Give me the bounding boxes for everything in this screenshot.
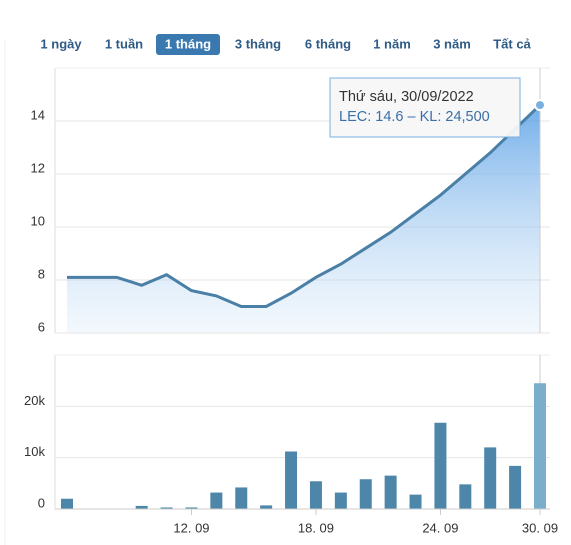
y-tick-label: 6 xyxy=(38,319,45,334)
volume-bar xyxy=(61,498,73,509)
volume-bar xyxy=(434,422,447,509)
x-tick-label: 18. 09 xyxy=(298,520,334,535)
y-tick-label: 8 xyxy=(38,266,45,281)
x-tick-label: 24. 09 xyxy=(422,520,458,535)
tooltip-box xyxy=(329,77,521,138)
volume-bar xyxy=(509,465,522,509)
range-button[interactable]: 1 ngày xyxy=(40,36,82,51)
range-button[interactable]: 6 tháng xyxy=(305,36,351,51)
volume-bar xyxy=(285,451,298,509)
volume-bar xyxy=(260,505,273,509)
volume-bar xyxy=(160,507,173,509)
y-tick-label: 10k xyxy=(24,444,45,459)
y-tick-label: 14 xyxy=(31,107,45,122)
volume-bar xyxy=(235,487,248,509)
active-button-bg xyxy=(156,34,220,55)
volume-bar xyxy=(484,447,497,509)
price-line xyxy=(67,104,542,308)
volume-bar xyxy=(309,481,322,509)
y-tick-label: 20k xyxy=(24,393,45,408)
volume-bar xyxy=(334,492,347,509)
x-tick-label: 30. 09 xyxy=(522,520,558,535)
range-button[interactable]: 3 tháng xyxy=(235,36,281,51)
volume-bar xyxy=(210,492,223,509)
volume-bar xyxy=(185,507,198,509)
volume-bar xyxy=(384,475,397,509)
charts: 6 8 10 12 14 Thứ sáu, 30/09/2022 LEC: 14.6 – K… xyxy=(24,67,558,535)
range-button[interactable]: Tất cả xyxy=(493,36,531,51)
volume-bar xyxy=(409,494,422,509)
tooltip-text: LEC: 14.6 – KL: 24,500 xyxy=(339,109,490,125)
range-button[interactable]: 1 năm xyxy=(373,36,411,51)
tooltip-title: Thứ sáu, 30/09/2022 xyxy=(339,89,474,105)
volume-bar xyxy=(534,383,546,509)
volume-bar xyxy=(135,505,148,509)
area xyxy=(67,105,540,333)
hover-point xyxy=(534,99,546,112)
y-tick-label: 10 xyxy=(31,213,45,228)
range-selector: 1 ngày 1 tuần 1 tháng 3 tháng 6 tháng 1 năm 3 … xyxy=(40,34,532,55)
range-button[interactable]: 3 năm xyxy=(433,36,471,51)
x-tick-label: 12. 09 xyxy=(173,520,209,535)
volume-bar xyxy=(459,484,472,509)
volume-bar xyxy=(359,479,372,509)
range-button[interactable]: 1 tháng xyxy=(165,36,211,51)
y-tick-label: 0 xyxy=(38,495,45,510)
range-button[interactable]: 1 tuần xyxy=(105,36,143,51)
y-tick-label: 12 xyxy=(31,160,45,175)
